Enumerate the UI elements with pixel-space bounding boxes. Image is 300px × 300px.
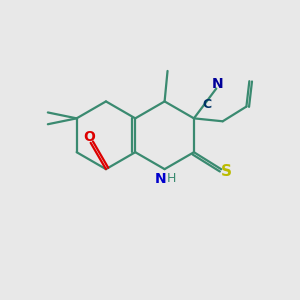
- Text: S: S: [221, 164, 232, 179]
- Text: O: O: [83, 130, 95, 145]
- Text: C: C: [202, 98, 211, 111]
- Text: N: N: [212, 77, 224, 91]
- Text: H: H: [167, 172, 176, 185]
- Text: N: N: [154, 172, 166, 186]
